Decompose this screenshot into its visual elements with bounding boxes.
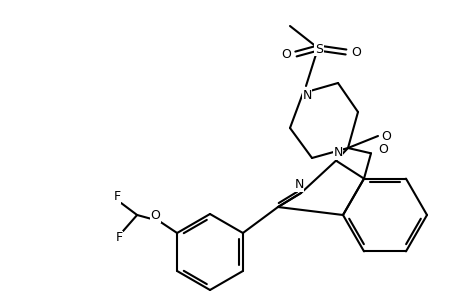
Text: S: S — [314, 43, 322, 56]
Text: F: F — [113, 190, 120, 203]
Text: N: N — [294, 178, 303, 191]
Text: O: O — [150, 209, 160, 223]
Text: N: N — [302, 88, 311, 101]
Text: O: O — [350, 46, 360, 59]
Text: O: O — [377, 143, 387, 156]
Text: N: N — [333, 146, 342, 159]
Text: O: O — [280, 47, 290, 61]
Text: F: F — [115, 232, 123, 244]
Text: O: O — [380, 130, 390, 142]
